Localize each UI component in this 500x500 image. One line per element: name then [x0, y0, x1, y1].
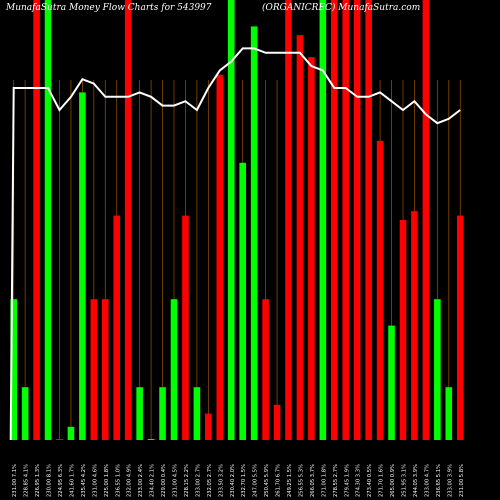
money-flow-line	[9, 47, 461, 441]
x-tick-label: 230.40 2.0%	[230, 464, 236, 497]
money-flow-bar	[456, 215, 464, 440]
x-tick-label: 247.00 5.5%	[253, 464, 259, 497]
x-tick-label: 231.00 4.6%	[92, 464, 98, 497]
money-flow-bar	[319, 0, 327, 440]
money-flow-bar	[102, 299, 109, 440]
x-tick-label: 233.00 3.9%	[447, 464, 453, 497]
money-flow-bar	[227, 0, 235, 440]
x-tick-label: 266.05 3.7%	[310, 464, 316, 497]
money-flow-bar	[79, 92, 86, 441]
chart-title: MunafaSutra Money Flow Charts for 543997	[6, 3, 212, 13]
money-flow-bar	[331, 0, 338, 440]
x-tick-label: 234.40 2.1%	[150, 464, 156, 497]
money-flow-bar	[342, 0, 350, 440]
money-flow-bar	[21, 387, 29, 440]
x-tick-label: 274.30 3.3%	[356, 464, 362, 497]
x-tick-label: 233.00 2.4%	[138, 464, 144, 497]
x-tick-label: 250.45 5.9%	[264, 464, 270, 497]
x-tick-label: 265.00 0.9%	[390, 464, 396, 497]
x-tick-label: 233.50 3.2%	[218, 464, 224, 497]
x-tick-label: 232.05 2.7%	[207, 464, 213, 497]
money-flow-bar	[262, 299, 269, 440]
x-tick-label: 251.95 3.1%	[402, 464, 408, 497]
money-flow-bar	[205, 413, 212, 440]
money-flow-bar	[445, 387, 453, 440]
x-tick-label: 273.40 0.5%	[367, 464, 373, 497]
money-flow-bar	[216, 74, 224, 441]
money-flow-bar	[308, 57, 315, 440]
money-flow-bar	[147, 439, 155, 440]
money-flow-bar	[388, 325, 395, 440]
x-tick-label: 228.15 2.2%	[184, 464, 190, 497]
x-tick-label: 279.45 1.9%	[344, 464, 350, 497]
money-flow-bar	[136, 387, 143, 440]
x-tick-label: 231.00 4.5%	[173, 464, 179, 497]
x-tick-label: 224.95 6.3%	[58, 464, 64, 497]
money-flow-bar	[113, 215, 121, 440]
x-tick-label: 278.55 2.7%	[333, 464, 339, 497]
money-flow-bar	[159, 387, 166, 440]
x-tick-label: 236.55 1.0%	[115, 464, 121, 497]
money-flow-bar	[182, 215, 189, 440]
money-flow-bar	[422, 0, 430, 440]
money-flow-bar	[170, 299, 178, 440]
x-tick-label: 233.00 4.7%	[424, 464, 430, 497]
money-flow-bar	[10, 299, 17, 440]
x-tick-label: 241.60 1.7%	[69, 464, 75, 497]
x-tick-label: 236.65 5.1%	[436, 464, 442, 497]
money-flow-bar	[365, 0, 372, 440]
x-tick-label: 271.70 1.6%	[379, 464, 385, 497]
x-tick-label: 249.25 1.5%	[287, 464, 293, 497]
x-tick-label: 261.70 6.7%	[276, 464, 282, 497]
money-flow-bar	[273, 404, 281, 440]
money-flow-bar	[296, 35, 304, 440]
money-flow-bar	[239, 162, 246, 441]
x-tick-label: 256.55 5.3%	[298, 464, 304, 497]
money-flow-bar	[285, 0, 292, 440]
money-flow-bar	[56, 439, 63, 440]
site-credit: (ORGANICREC) MunafaSutra.com	[262, 3, 421, 13]
money-flow-bar	[411, 211, 418, 440]
money-flow-bar	[67, 426, 75, 440]
money-flow-bar	[33, 0, 40, 440]
money-flow-bar	[353, 0, 361, 440]
x-tick-label: 233.00 2.7%	[195, 464, 201, 497]
money-flow-bar	[124, 0, 132, 440]
x-tick-label: 271.00 1.8%	[321, 464, 327, 497]
x-tick-label: 228.85 4.1%	[24, 464, 30, 497]
money-flow-bar	[193, 387, 201, 440]
money-flow-bar	[376, 140, 384, 441]
money-flow-bar	[399, 220, 407, 440]
x-tick-label: 232.00 4.9%	[127, 464, 133, 497]
x-tick-label: 226.95 1.3%	[35, 464, 41, 497]
x-tick-label: 230.00 8.1%	[47, 464, 53, 497]
x-tick-label: 235.45 4.2%	[81, 464, 87, 497]
money-flow-bar	[250, 26, 258, 441]
money-flow-bar	[90, 299, 98, 440]
x-tick-label: 231.00 5.8%	[459, 464, 465, 497]
x-tick-label: 225.00 1.8%	[104, 464, 110, 497]
money-flow-bar	[434, 299, 441, 440]
money-flow-bar	[44, 0, 52, 440]
x-tick-label: 232.70 1.5%	[241, 464, 247, 497]
x-tick-label: 229.00 0.4%	[161, 464, 167, 497]
x-tick-label: 244.05 3.9%	[413, 464, 419, 497]
x-tick-label: 231.00 7.1%	[12, 464, 18, 497]
